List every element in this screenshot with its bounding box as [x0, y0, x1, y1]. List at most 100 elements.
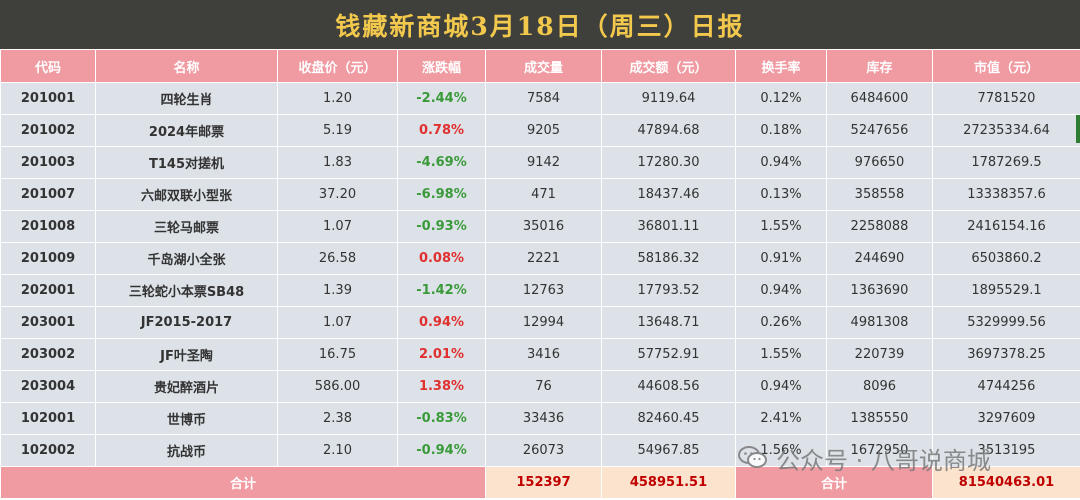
- cell-name: 抗战币: [95, 434, 278, 467]
- totals-volume: 152397: [485, 466, 602, 499]
- cell-volume: 12994: [485, 306, 602, 339]
- table-row: 202001 三轮蛇小本票SB48 1.39 -1.42% 12763 17793.52 0…: [0, 274, 1080, 307]
- cell-volume: 2221: [485, 242, 602, 275]
- cell-change: 1.38%: [397, 370, 486, 403]
- totals-amount: 458951.51: [601, 466, 736, 499]
- cell-amount: 58186.32: [601, 242, 736, 275]
- totals-label-right: 合计: [735, 466, 933, 499]
- cell-turnover: 0.94%: [735, 274, 827, 307]
- cell-turnover: 2.41%: [735, 402, 827, 435]
- cell-change: -1.42%: [397, 274, 486, 307]
- cell-stock: 220739: [826, 338, 933, 371]
- cell-volume: 76: [485, 370, 602, 403]
- cell-close: 16.75: [277, 338, 398, 371]
- cell-name: 世博币: [95, 402, 278, 435]
- cell-close: 1.07: [277, 210, 398, 243]
- col-header-name: 名称: [95, 49, 278, 83]
- cell-stock: 2258088: [826, 210, 933, 243]
- col-header-stock: 库存: [826, 49, 933, 83]
- cell-stock: 6484600: [826, 82, 933, 115]
- col-header-close: 收盘价（元）: [277, 49, 398, 83]
- cell-code: 203001: [0, 306, 96, 339]
- report-title: 钱藏新商城3月18日（周三）日报: [0, 0, 1080, 49]
- cell-stock: 358558: [826, 178, 933, 211]
- cell-change: 0.08%: [397, 242, 486, 275]
- cell-code: 203002: [0, 338, 96, 371]
- cell-mktcap: 3697378.25: [932, 338, 1080, 371]
- cell-amount: 47894.68: [601, 114, 736, 147]
- cell-change: 0.78%: [397, 114, 486, 147]
- cell-mktcap: 3513195: [932, 434, 1080, 467]
- cell-close: 586.00: [277, 370, 398, 403]
- cell-amount: 57752.91: [601, 338, 736, 371]
- cell-stock: 976650: [826, 146, 933, 179]
- cell-amount: 44608.56: [601, 370, 736, 403]
- cell-name: 三轮蛇小本票SB48: [95, 274, 278, 307]
- cell-turnover: 0.94%: [735, 370, 827, 403]
- cell-change: 0.94%: [397, 306, 486, 339]
- cell-code: 201001: [0, 82, 96, 115]
- cell-name: 四轮生肖: [95, 82, 278, 115]
- col-header-change: 涨跌幅: [397, 49, 486, 83]
- col-header-volume: 成交量: [485, 49, 602, 83]
- cell-code: 202001: [0, 274, 96, 307]
- cell-stock: 244690: [826, 242, 933, 275]
- cell-close: 1.83: [277, 146, 398, 179]
- cell-volume: 33436: [485, 402, 602, 435]
- cell-amount: 17793.52: [601, 274, 736, 307]
- watermark-text: 公众号 · 八哥说商城: [776, 446, 991, 475]
- cell-turnover: 0.26%: [735, 306, 827, 339]
- cell-turnover: 0.91%: [735, 242, 827, 275]
- cell-volume: 12763: [485, 274, 602, 307]
- table-row: 203004 贵妃醉酒片 586.00 1.38% 76 44608.56 0.94% 809…: [0, 370, 1080, 403]
- cell-code: 203004: [0, 370, 96, 403]
- cell-name: 三轮马邮票: [95, 210, 278, 243]
- cell-change: -4.69%: [397, 146, 486, 179]
- cell-volume: 9142: [485, 146, 602, 179]
- table-row: 201001 四轮生肖 1.20 -2.44% 7584 9119.64 0.12% 6484…: [0, 82, 1080, 115]
- totals-mktcap: 81540463.01: [932, 466, 1080, 499]
- cell-change: -0.83%: [397, 402, 486, 435]
- cell-name: T145对搓机: [95, 146, 278, 179]
- table-row: 102001 世博币 2.38 -0.83% 33436 82460.45 2.41% 138…: [0, 402, 1080, 435]
- cell-stock: 8096: [826, 370, 933, 403]
- cell-close: 37.20: [277, 178, 398, 211]
- cell-stock: 1385550: [826, 402, 933, 435]
- table-row: 201008 三轮马邮票 1.07 -0.93% 35016 36801.11 1.55% 2…: [0, 210, 1080, 243]
- cell-volume: 471: [485, 178, 602, 211]
- cell-code: 102002: [0, 434, 96, 467]
- cell-code: 201002: [0, 114, 96, 147]
- cell-amount: 82460.45: [601, 402, 736, 435]
- table-row: 203001 JF2015-2017 1.07 0.94% 12994 13648.71 0…: [0, 306, 1080, 339]
- cell-name: 贵妃醉酒片: [95, 370, 278, 403]
- cell-close: 26.58: [277, 242, 398, 275]
- col-header-turnover: 换手率: [735, 49, 827, 83]
- cell-stock: 1363690: [826, 274, 933, 307]
- cell-mktcap: 6503860.2: [932, 242, 1080, 275]
- cell-mktcap: 3297609: [932, 402, 1080, 435]
- cell-close: 5.19: [277, 114, 398, 147]
- cell-mktcap: 2416154.16: [932, 210, 1080, 243]
- cell-name: 千岛湖小全张: [95, 242, 278, 275]
- watermark: 公众号 · 八哥说商城: [738, 440, 991, 476]
- cell-code: 201003: [0, 146, 96, 179]
- cell-amount: 36801.11: [601, 210, 736, 243]
- cell-stock: 4981308: [826, 306, 933, 339]
- cell-turnover: 0.94%: [735, 146, 827, 179]
- totals-row: 合计 152397 458951.51 合计 81540463.01: [0, 466, 1080, 499]
- cell-code: 201007: [0, 178, 96, 211]
- totals-label-left: 合计: [0, 466, 486, 499]
- cell-volume: 7584: [485, 82, 602, 115]
- table-row: 201002 2024年邮票 5.19 0.78% 9205 47894.68 0.18% 5…: [0, 114, 1080, 147]
- edge-marker: [1076, 115, 1080, 143]
- cell-name: JF叶圣陶: [95, 338, 278, 371]
- cell-change: -0.93%: [397, 210, 486, 243]
- cell-volume: 35016: [485, 210, 602, 243]
- cell-amount: 54967.85: [601, 434, 736, 467]
- cell-mktcap: 5329999.56: [932, 306, 1080, 339]
- cell-mktcap: 27235334.64: [932, 114, 1080, 147]
- cell-stock: 5247656: [826, 114, 933, 147]
- cell-turnover: 1.55%: [735, 210, 827, 243]
- cell-name: JF2015-2017: [95, 306, 278, 339]
